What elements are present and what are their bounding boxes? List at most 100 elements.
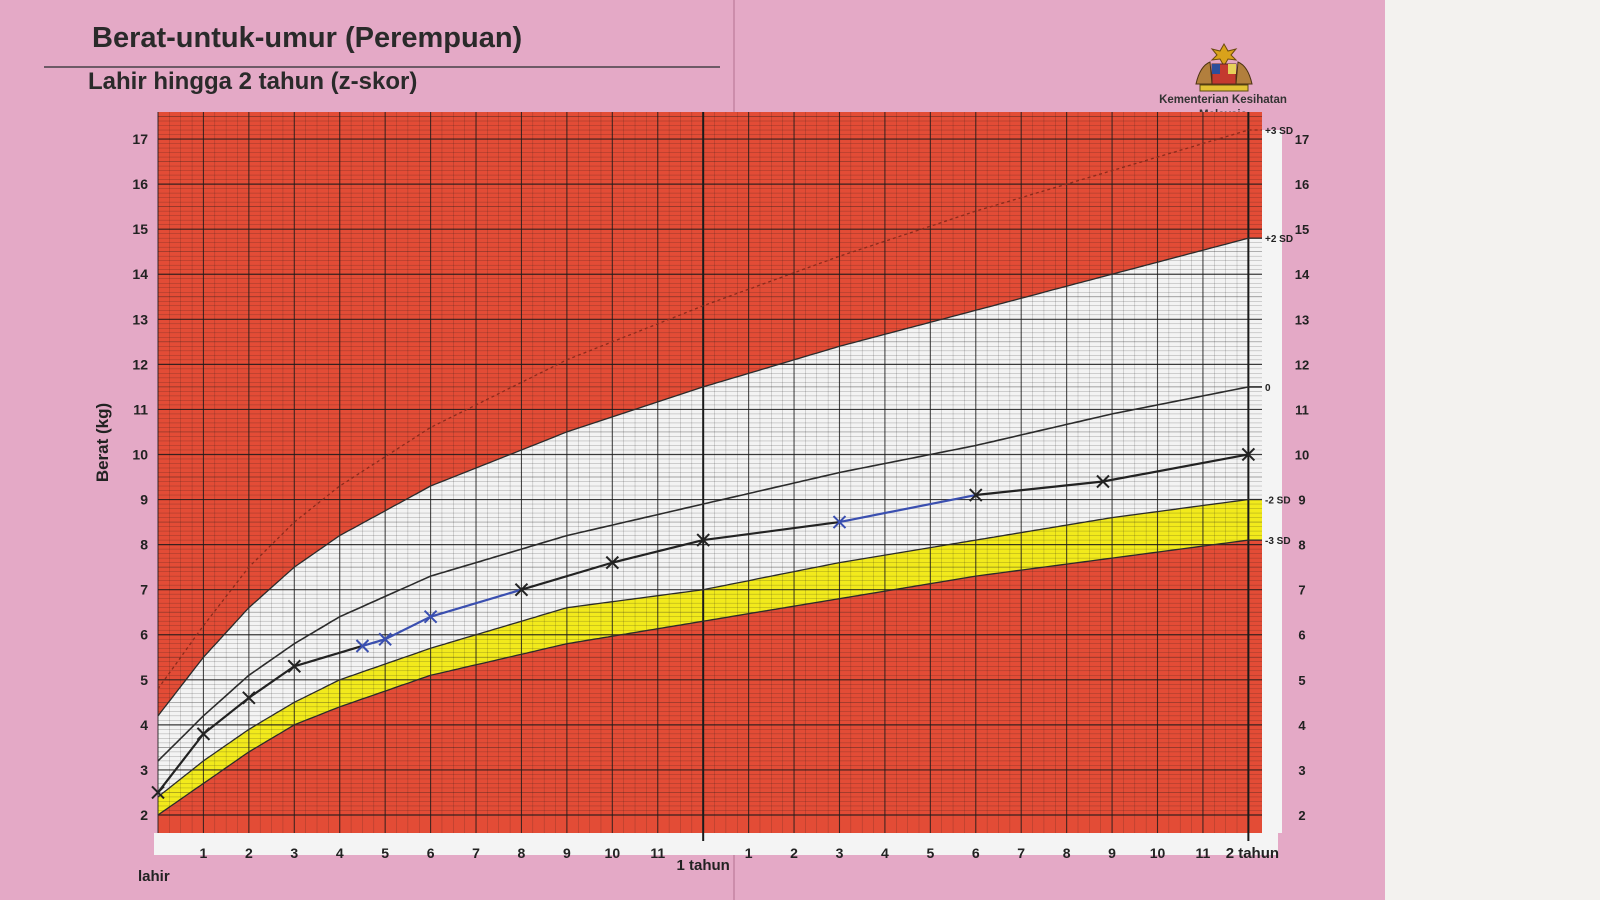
x-tick-label: 9	[563, 845, 571, 861]
malaysia-coat-of-arms-icon	[1195, 42, 1253, 92]
sd-curve-label: -3 SD	[1265, 536, 1291, 547]
sd-label-strip	[1262, 130, 1282, 833]
series-segment	[974, 480, 1105, 497]
data-point	[969, 488, 983, 502]
sd-curve-label: +3 SD	[1265, 126, 1293, 137]
data-point	[242, 691, 256, 705]
data-point	[423, 609, 438, 624]
y-tick-label-left: 16	[132, 176, 148, 192]
series-segment	[611, 538, 705, 564]
x-tick-label: 6	[972, 845, 980, 861]
series-segment	[429, 588, 523, 618]
y-tick-label-left: 14	[132, 266, 148, 282]
x-tick-label: 11	[650, 845, 665, 861]
x-tick-label: 3	[290, 845, 298, 861]
data-point	[355, 639, 370, 653]
x-tick-label: 7	[472, 845, 480, 861]
x-tick-label: 1	[745, 845, 753, 861]
x-tick-label: 5	[926, 845, 934, 861]
x-axis-band	[154, 833, 1278, 855]
y-tick-label-left: 5	[140, 672, 148, 688]
series-segment	[838, 493, 977, 524]
y-tick-label-left: 9	[140, 492, 148, 508]
y-tick-label-left: 7	[140, 582, 148, 598]
x-tick-label: 6	[427, 845, 435, 861]
series-segment	[202, 696, 250, 735]
y-tick-label-right: 11	[1295, 402, 1309, 417]
data-point	[605, 555, 620, 570]
y-tick-label-right: 10	[1295, 447, 1309, 462]
y-tick-label-right: 4	[1298, 718, 1306, 733]
x-tick-label: 1	[200, 845, 208, 861]
data-point	[832, 515, 847, 529]
reference-curve	[157, 498, 1262, 798]
y-tick-label-right: 5	[1298, 673, 1305, 688]
y-tick-label-right: 6	[1298, 628, 1305, 643]
series-segment	[384, 615, 432, 641]
sd-curve-label: +2 SD	[1265, 234, 1293, 245]
y-tick-label-right: 3	[1298, 763, 1305, 778]
data-point	[1241, 447, 1256, 462]
reference-curve	[157, 129, 1262, 690]
data-point	[696, 533, 710, 547]
series-segment	[156, 732, 205, 794]
y-tick-label-right: 13	[1295, 312, 1309, 327]
x-tick-label: 2	[790, 845, 798, 861]
x-tick-label: 2	[245, 845, 253, 861]
y-tick-label-left: 15	[132, 221, 148, 237]
x-tick-label: 9	[1108, 845, 1116, 861]
x-tick-label: 10	[1150, 845, 1166, 861]
chart-title: Berat-untuk-umur (Perempuan)	[92, 22, 523, 54]
x-tick-label: 5	[381, 845, 389, 861]
series-segment	[361, 638, 387, 648]
y-tick-label-right: 9	[1298, 493, 1305, 508]
y-tick-label-left: 10	[132, 446, 148, 462]
data-point	[196, 727, 211, 741]
y-tick-label-right: 14	[1295, 267, 1310, 282]
x-tick-label: 2 tahun	[1226, 845, 1279, 862]
reference-curve	[157, 237, 1262, 717]
x-tick-label: lahir	[138, 868, 170, 885]
reference-curve	[157, 539, 1262, 816]
y-tick-label-right: 16	[1295, 177, 1309, 192]
title-divider	[44, 66, 720, 68]
y-tick-label-left: 11	[133, 401, 148, 417]
series-segment	[520, 561, 614, 591]
y-tick-label-right: 8	[1298, 538, 1305, 553]
reference-curve	[157, 386, 1262, 762]
chart-subtitle: Lahir hingga 2 tahun (z-skor)	[88, 68, 418, 95]
y-tick-label-left: 17	[132, 131, 148, 147]
data-point	[514, 582, 529, 597]
y-tick-label-left: 3	[140, 762, 148, 778]
data-point	[378, 632, 392, 646]
x-tick-label: 11	[1196, 845, 1211, 861]
y-tick-label-right: 17	[1295, 132, 1309, 147]
x-tick-label: 3	[836, 845, 844, 861]
x-tick-label: 4	[881, 845, 889, 861]
y-tick-label-left: 13	[132, 311, 148, 327]
y-tick-label-right: 2	[1298, 808, 1305, 823]
data-point	[287, 659, 302, 673]
x-tick-label: 1 tahun	[677, 857, 730, 874]
series-segment	[293, 644, 364, 668]
x-tick-label: 7	[1017, 845, 1025, 861]
y-tick-label-left: 2	[140, 807, 148, 823]
y-tick-label-right: 12	[1295, 357, 1309, 372]
y-tick-label-left: 4	[140, 717, 148, 733]
x-tick-label: 4	[336, 845, 344, 861]
series-segment	[1101, 453, 1250, 483]
x-tick-label: 10	[605, 845, 621, 861]
series-segment	[247, 665, 296, 699]
series-segment	[702, 520, 841, 542]
y-tick-label-left: 8	[140, 537, 148, 553]
data-point	[1096, 474, 1110, 489]
data-point	[151, 785, 165, 800]
y-tick-label-left: 6	[140, 627, 148, 643]
sd-curve-label: 0	[1265, 383, 1271, 394]
sd-curve-label: -2 SD	[1265, 496, 1291, 507]
x-tick-label: 8	[518, 845, 526, 861]
y-axis-label: Berat (kg)	[93, 403, 112, 482]
y-tick-label-right: 7	[1298, 583, 1305, 598]
x-tick-label: 8	[1063, 845, 1071, 861]
